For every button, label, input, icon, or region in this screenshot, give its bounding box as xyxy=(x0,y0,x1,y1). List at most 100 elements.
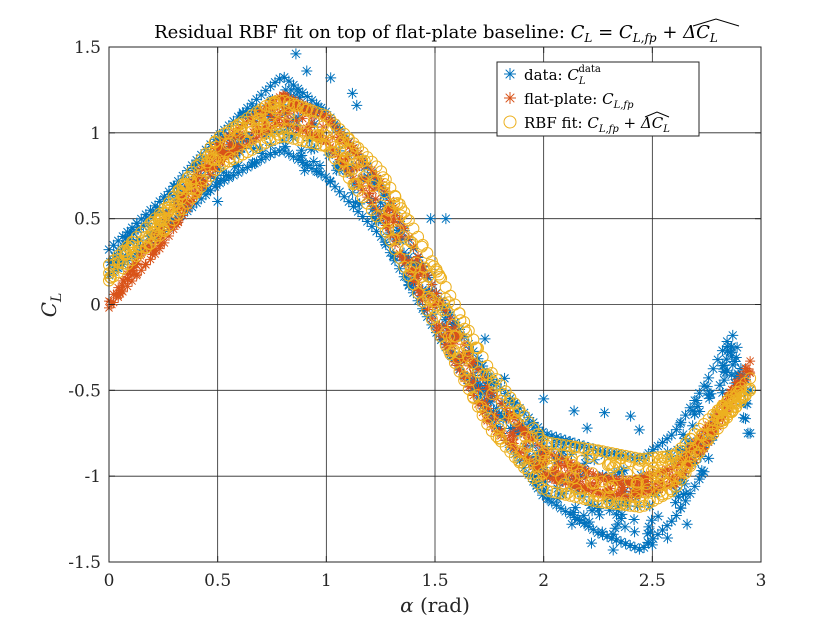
data-point xyxy=(299,165,311,177)
flat-plate-point xyxy=(412,271,423,282)
data-point xyxy=(223,172,235,184)
data-point xyxy=(439,314,451,326)
rbf-fit-point xyxy=(674,473,687,486)
rbf-fit-point xyxy=(559,439,572,452)
data-point xyxy=(494,422,506,434)
legend-marker-rbf-fit xyxy=(503,115,517,129)
rbf-fit-point xyxy=(502,406,515,419)
rbf-fit-point xyxy=(287,132,300,145)
flat-plate-point xyxy=(441,321,452,332)
data-point xyxy=(287,113,299,125)
flat-plate-point xyxy=(553,459,564,470)
data-point xyxy=(599,407,611,419)
flat-plate-point xyxy=(148,245,159,256)
rbf-fit-point xyxy=(377,171,390,184)
data-point xyxy=(645,514,657,526)
flat-plate-point xyxy=(288,122,299,133)
rbf-fit-point xyxy=(492,432,505,445)
data-point xyxy=(108,239,120,251)
flat-plate-point xyxy=(323,116,334,127)
flat-plate-point xyxy=(454,365,465,376)
rbf-fit-point xyxy=(287,97,300,110)
data-point xyxy=(287,79,299,91)
data-point xyxy=(306,94,318,106)
rbf-fit-point xyxy=(688,427,701,440)
data-point xyxy=(278,71,290,83)
data-point xyxy=(490,378,502,390)
flat-plate-point xyxy=(266,110,277,121)
flat-plate-point xyxy=(150,244,161,255)
flat-plate-point xyxy=(452,360,463,371)
flat-plate-point xyxy=(210,143,221,154)
flat-plate-point xyxy=(431,322,442,333)
data-point xyxy=(366,220,378,232)
flat-plate-point xyxy=(348,173,359,184)
rbf-fit-point xyxy=(744,372,757,385)
data-point xyxy=(292,83,304,95)
data-point xyxy=(633,424,645,436)
flat-plate-point xyxy=(140,259,151,270)
rbf-fit-point xyxy=(176,178,189,191)
data-point xyxy=(314,160,326,172)
rbf-fit-point xyxy=(342,171,355,184)
rbf-fit-point xyxy=(391,240,404,253)
data-point xyxy=(334,186,346,198)
flat-plate-point xyxy=(508,434,519,445)
rbf-fit-point xyxy=(490,373,503,386)
data-point xyxy=(698,380,710,392)
data-point xyxy=(676,474,688,486)
data-point xyxy=(350,197,362,209)
rbf-fit-point xyxy=(499,385,512,398)
flat-plate-point xyxy=(583,485,594,496)
data-point xyxy=(740,413,752,425)
flat-plate-point xyxy=(601,484,612,495)
data-point xyxy=(643,447,655,459)
rbf-fit-point xyxy=(614,448,627,461)
flat-plate-point xyxy=(672,469,683,480)
rbf-fit-point xyxy=(315,107,328,120)
data-point xyxy=(707,363,719,375)
data-point xyxy=(132,223,144,235)
series-layer xyxy=(103,48,757,556)
flat-plate-point xyxy=(620,475,631,486)
flat-plate-point xyxy=(175,200,186,211)
x-tick-label: 2 xyxy=(538,571,549,591)
data-point xyxy=(546,496,558,508)
rbf-fit-point xyxy=(693,422,706,435)
flat-plate-point xyxy=(640,476,651,487)
data-point xyxy=(612,518,624,530)
data-point xyxy=(578,518,590,530)
flat-plate-point xyxy=(650,478,661,489)
data-point xyxy=(675,502,687,514)
flat-plate-point xyxy=(496,398,507,409)
rbf-fit-point xyxy=(555,487,568,500)
data-point xyxy=(247,143,259,155)
y-tick-label: 1 xyxy=(90,124,101,144)
flat-plate-point xyxy=(745,356,756,367)
data-point xyxy=(163,186,175,198)
data-point xyxy=(550,431,562,443)
flat-plate-point xyxy=(556,476,567,487)
rbf-fit-point xyxy=(301,102,314,115)
data-point xyxy=(505,422,517,434)
rbf-fit-point xyxy=(674,442,687,455)
flat-plate-point xyxy=(639,472,650,483)
data-point xyxy=(718,365,730,377)
rbf-fit-point xyxy=(167,190,180,203)
rbf-fit-point xyxy=(541,484,554,497)
rbf-fit-point xyxy=(429,310,442,323)
rbf-fit-point xyxy=(282,131,295,144)
rbf-fit-point xyxy=(573,491,586,504)
data-point xyxy=(343,196,355,208)
flat-plate-point xyxy=(251,132,262,143)
flat-plate-point xyxy=(105,296,116,307)
flat-plate-point xyxy=(404,255,415,266)
flat-plate-point xyxy=(113,292,124,303)
rbf-fit-point xyxy=(582,493,595,506)
flat-plate-point xyxy=(180,195,191,206)
data-point xyxy=(301,65,313,77)
flat-plate-point xyxy=(557,470,568,481)
rbf-fit-point xyxy=(310,106,323,119)
rbf-fit-point xyxy=(446,318,459,331)
rbf-fit-point xyxy=(654,470,667,483)
